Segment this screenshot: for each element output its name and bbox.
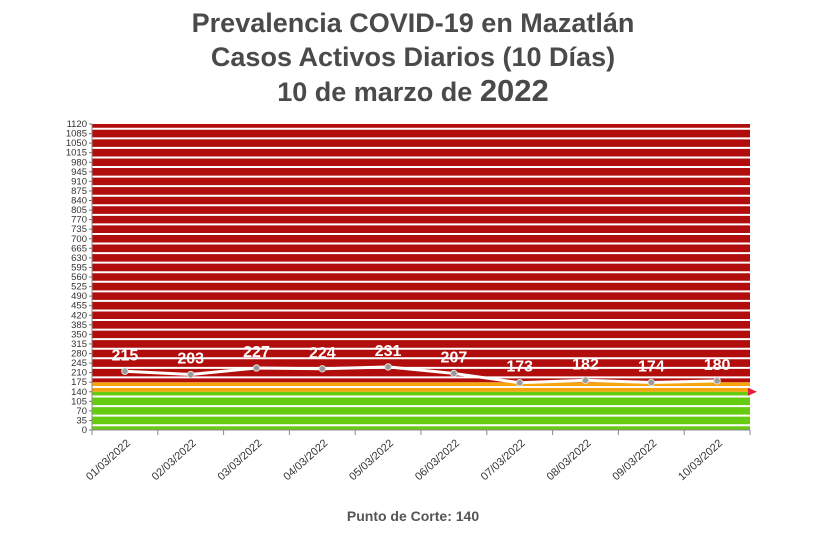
- x-tick-label: 04/03/2022: [281, 437, 330, 483]
- y-tick-label: 0: [82, 425, 87, 436]
- data-point: [581, 376, 590, 384]
- y-tick-label: 770: [71, 215, 87, 226]
- y-tick-label: 525: [71, 282, 87, 293]
- y-tick-label: 315: [71, 339, 87, 350]
- series-line-group: [121, 363, 721, 387]
- series-line: [124, 365, 718, 385]
- y-tick-label: 70: [76, 406, 87, 417]
- chart-title-line-3: 10 de marzo de 2022: [0, 74, 826, 109]
- data-point: [516, 379, 524, 387]
- data-point: [450, 369, 458, 378]
- x-tick-label: 06/03/2022: [413, 437, 462, 483]
- chart-title-line-1: Prevalencia COVID-19 en Mazatlán: [191, 8, 635, 38]
- data-label: 231: [375, 343, 402, 360]
- horizontal-gridlines: [92, 127, 750, 427]
- y-tick-label: 245: [71, 358, 87, 369]
- y-tick-label: 175: [71, 377, 87, 388]
- data-label: 173: [506, 359, 533, 376]
- y-tick-label: 805: [71, 205, 87, 216]
- data-point: [121, 367, 129, 375]
- y-tick-label: 630: [71, 253, 87, 264]
- y-tick-label: 910: [71, 176, 87, 187]
- x-tick-label: 09/03/2022: [610, 437, 659, 483]
- y-tick-label: 945: [71, 167, 87, 178]
- y-tick-label: 665: [71, 243, 87, 254]
- data-label: 207: [441, 349, 468, 366]
- band-0: [92, 391, 750, 430]
- x-tick-label: 05/03/2022: [347, 437, 396, 483]
- y-tick-label: 1015: [66, 148, 87, 159]
- y-tick-label: 350: [71, 329, 87, 340]
- chart-title-block: Prevalencia COVID-19 en Mazatlán Casos A…: [0, 6, 826, 109]
- cutoff-marker: [748, 387, 757, 396]
- y-tick-label: 490: [71, 291, 87, 302]
- line-chart: 0357010514017521024528031535038542045549…: [66, 119, 757, 483]
- data-label: 203: [177, 351, 204, 368]
- data-point: [187, 370, 195, 379]
- y-tick-label: 595: [71, 262, 87, 273]
- y-tick-label: 735: [71, 224, 87, 235]
- y-tick-label: 420: [71, 310, 87, 321]
- data-label: 174: [638, 358, 665, 375]
- chart-title-date: 10 de marzo de: [277, 77, 480, 107]
- y-tick-label: 35: [76, 415, 87, 426]
- data-label: 224: [309, 345, 336, 362]
- y-tick-label: 455: [71, 301, 87, 312]
- x-tick-label: 02/03/2022: [150, 437, 199, 483]
- x-tick-label: 07/03/2022: [479, 437, 528, 483]
- data-point: [384, 363, 392, 371]
- data-point: [318, 365, 326, 373]
- data-point: [647, 378, 655, 387]
- chart-title-year: 2022: [479, 73, 549, 108]
- cutoff-footer-label: Punto de Corte: 140: [346, 508, 480, 524]
- y-tick-label: 560: [71, 272, 87, 283]
- x-tick-label: 03/03/2022: [216, 437, 265, 483]
- data-point: [713, 377, 721, 385]
- y-tick-label: 210: [71, 368, 87, 379]
- data-label: 227: [243, 344, 270, 361]
- chart-title-line-2: Casos Activos Diarios (10 Días): [210, 42, 616, 72]
- y-tick-label: 140: [71, 387, 87, 398]
- data-labels: 215 203 227 224 231 207 173 182 174 180: [112, 343, 731, 376]
- x-tick-label: 08/03/2022: [545, 437, 594, 483]
- y-tick-label: 1050: [66, 138, 87, 149]
- data-label: 180: [704, 357, 731, 374]
- y-tick-label: 1085: [66, 129, 87, 140]
- data-label: 182: [572, 356, 599, 373]
- data-label: 215: [112, 347, 139, 364]
- data-point: [252, 364, 261, 372]
- y-tick-label: 385: [71, 320, 87, 331]
- y-tick-label: 840: [71, 196, 87, 207]
- y-tick-label: 875: [71, 186, 87, 197]
- x-tick-label: 10/03/2022: [676, 437, 725, 483]
- y-tick-label: 105: [71, 396, 87, 407]
- y-tick-label: 980: [71, 157, 87, 168]
- y-tick-label: 700: [71, 234, 87, 245]
- y-tick-label: 280: [71, 349, 87, 360]
- x-tick-label: 01/03/2022: [84, 437, 133, 483]
- y-tick-label: 1120: [67, 119, 87, 130]
